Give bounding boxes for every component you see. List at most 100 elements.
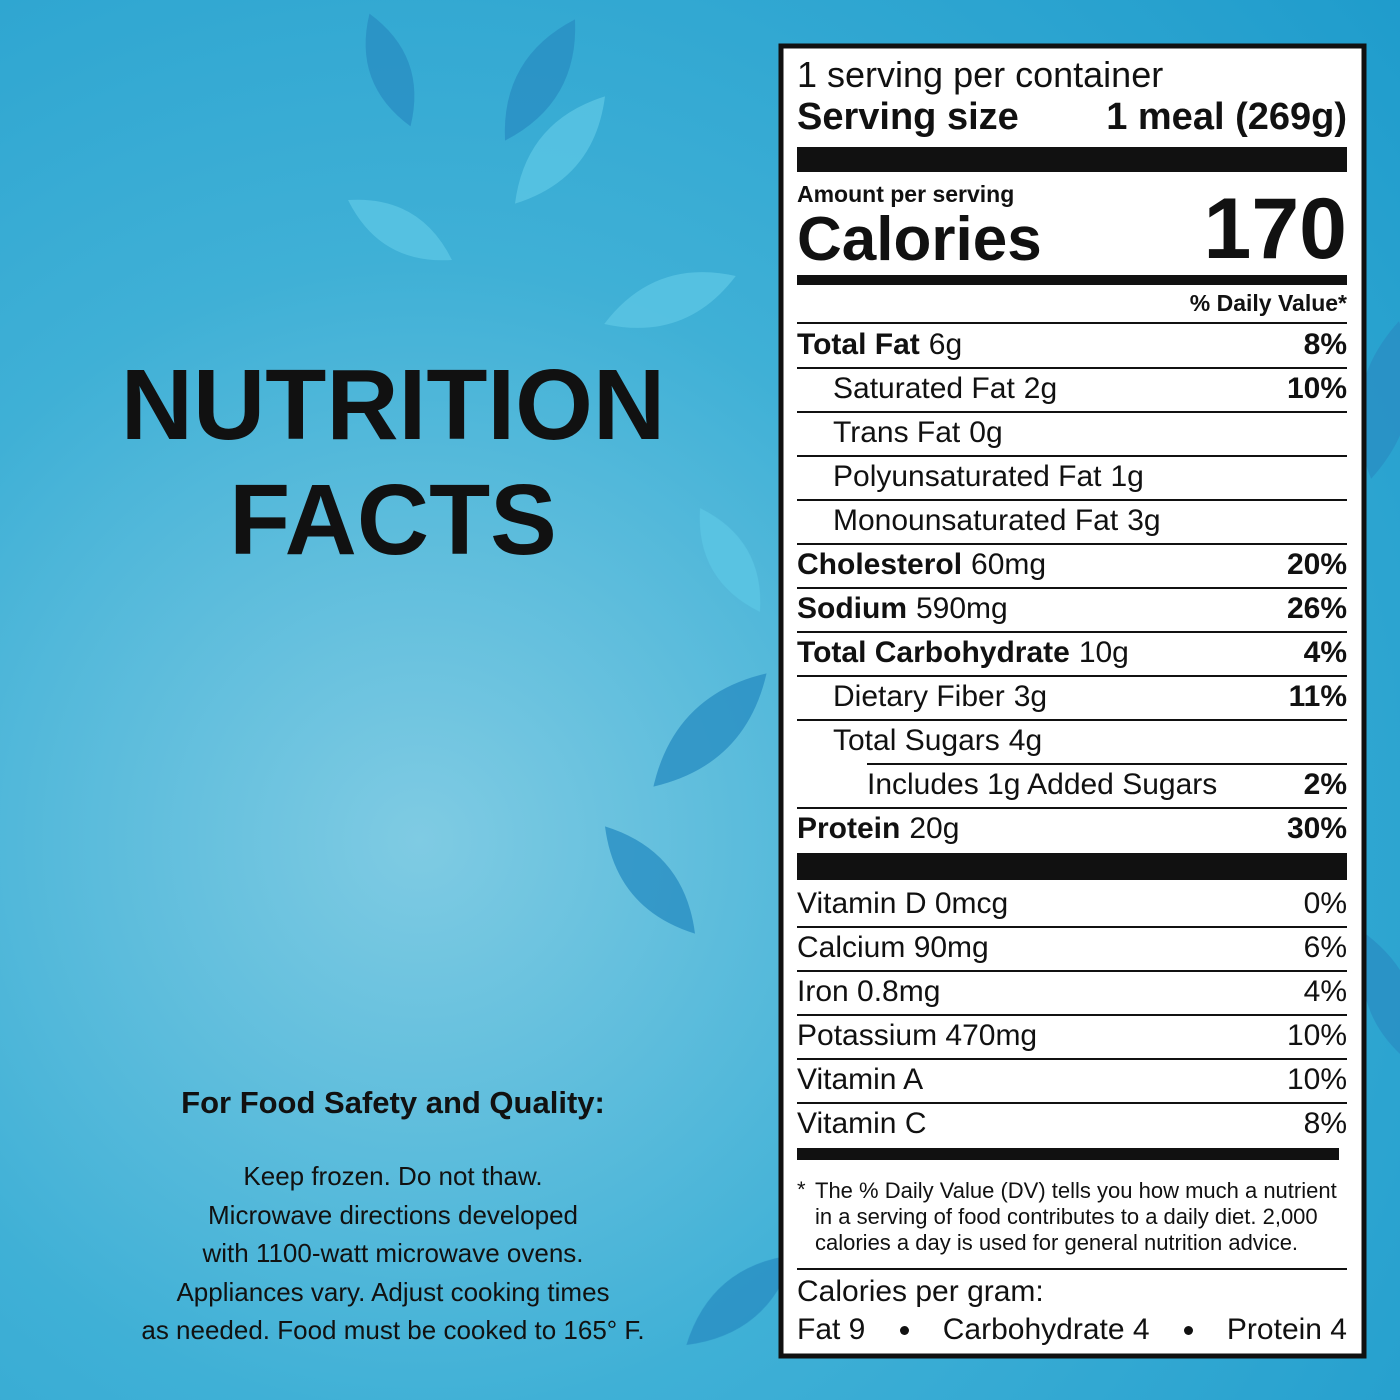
vitamin: Calcium 90mg — [797, 931, 989, 964]
vitamin: Iron 0.8mg — [797, 975, 941, 1008]
leaf — [653, 673, 767, 787]
vitamin: Vitamin C — [797, 1107, 927, 1140]
rule — [797, 719, 1347, 721]
nutrient-name: Dietary Fiber — [833, 680, 1005, 713]
rule — [797, 455, 1347, 457]
thick-rule — [797, 853, 1347, 880]
leaf — [365, 13, 415, 127]
nutrient-row: Trans Fat 0g — [833, 415, 1003, 451]
bullet — [899, 1325, 909, 1335]
nutrient-name: Polyunsaturated Fat — [833, 460, 1102, 493]
nutrient-amount: 3g — [1127, 504, 1161, 537]
vitamin-dv: 8% — [1303, 1107, 1347, 1140]
vitamin-dv: 0% — [1303, 887, 1347, 920]
nutrient-name: Saturated Fat — [833, 372, 1015, 405]
rule — [797, 322, 1347, 324]
vitamin: Vitamin A — [797, 1063, 924, 1096]
safety-heading: For Food Safety and Quality: — [181, 1085, 605, 1121]
leaf — [699, 508, 761, 612]
safety-text: Appliances vary. Adjust cooking times — [176, 1276, 610, 1307]
daily-value: 2% — [1303, 768, 1347, 801]
nutrient-name: Cholesterol — [797, 548, 963, 581]
nutrient-row: Saturated Fat 2g — [833, 371, 1057, 407]
nutrient-row: Polyunsaturated Fat 1g — [833, 459, 1144, 495]
nutrient-row: Includes 1g Added Sugars — [867, 767, 1217, 803]
leaf — [604, 272, 736, 328]
nutrient-amount: 4g — [1008, 724, 1043, 757]
thick-rule — [797, 147, 1347, 172]
leaf — [504, 19, 576, 141]
nutrient-amount: 60mg — [971, 548, 1047, 581]
daily-value: 20% — [1286, 548, 1347, 581]
nutrient-amount: 1g — [1110, 460, 1144, 493]
per-gram: Fat 9 — [797, 1313, 866, 1346]
daily-value: 4% — [1303, 636, 1347, 669]
nutrient-row: Total Fat 6g — [797, 327, 962, 363]
safety-text: Microwave directions developed — [208, 1199, 578, 1230]
serving-size: 1 meal (269g) — [1106, 96, 1347, 139]
vitamin: Vitamin D 0mcg — [797, 887, 1009, 920]
vitamin-dv: 10% — [1286, 1063, 1347, 1096]
daily-value: 30% — [1286, 812, 1347, 845]
safety-text: as needed. Food must be cooked to 165° F… — [141, 1315, 645, 1346]
vitamin-dv: 6% — [1303, 931, 1347, 964]
nutrient-name: Total Carbohydrate — [797, 636, 1070, 669]
vitamin-dv: 10% — [1286, 1019, 1347, 1052]
leaf — [605, 826, 695, 934]
nutrient-row: Cholesterol 60mg — [797, 547, 1046, 583]
calories-value: 170 — [1203, 181, 1348, 278]
nutrient-name: Total Sugars — [833, 724, 1000, 757]
nutrient-amount: 10g — [1078, 636, 1129, 669]
footnote-marker: * — [797, 1176, 806, 1202]
nutrient-name: Monounsaturated Fat — [833, 504, 1119, 537]
rule — [797, 1268, 1347, 1270]
calories-per-gram: Calories per gram: — [797, 1275, 1044, 1308]
leaf — [1362, 934, 1400, 1066]
rule — [797, 970, 1347, 972]
nutrient-text: Includes 1g Added Sugars — [867, 768, 1218, 801]
per-gram-row: Fat 9 Carbohydrate 4 Protein 4 — [797, 1312, 1347, 1348]
nutrient-amount: 3g — [1013, 680, 1048, 713]
rule — [797, 1102, 1347, 1104]
servings: 1 serving per container — [797, 54, 1164, 96]
nutrient-amount: 590mg — [916, 592, 1008, 625]
nutrient-row: Total Carbohydrate 10g — [797, 635, 1129, 671]
daily-value: 8% — [1303, 328, 1347, 361]
nutrient-amount: 20g — [909, 812, 960, 845]
bullet — [1183, 1325, 1193, 1335]
nutrient-amount: 2g — [1023, 372, 1058, 405]
daily-value: 26% — [1286, 592, 1347, 625]
nutrient-name: Total Fat — [797, 328, 920, 361]
rule — [797, 807, 1347, 809]
nutrient-name: Trans Fat — [833, 416, 961, 449]
rule — [867, 763, 1347, 765]
leaf — [686, 1255, 794, 1345]
vitamin: Potassium 470mg — [797, 1019, 1038, 1052]
per-gram: Protein 4 — [1226, 1313, 1347, 1346]
nutrient-row: Sodium 590mg — [797, 591, 1008, 627]
safety-text: Keep frozen. Do not thaw. — [243, 1161, 543, 1192]
daily-value: 11% — [1288, 680, 1347, 713]
thick-rule — [797, 275, 1347, 285]
nutrient-name: Sodium — [797, 592, 907, 625]
nutrient-amount: 6g — [928, 328, 963, 361]
nutrient-row: Protein 20g — [797, 811, 959, 847]
rule — [797, 926, 1347, 928]
rule — [797, 1058, 1347, 1060]
rule — [797, 631, 1347, 633]
rule — [797, 587, 1347, 589]
rule — [797, 543, 1347, 545]
rule — [797, 411, 1347, 413]
leaf — [1358, 321, 1400, 479]
serving-size-label: Serving size — [797, 96, 1019, 139]
rule — [797, 675, 1347, 677]
rule — [797, 367, 1347, 369]
vitamin-dv: 4% — [1303, 975, 1347, 1008]
rule — [797, 499, 1347, 501]
daily-value: 10% — [1286, 372, 1347, 405]
title: FACTS — [229, 464, 557, 576]
amount-per-serving: Amount per serving — [797, 181, 1015, 208]
nutrient-row: Dietary Fiber 3g — [833, 679, 1047, 715]
